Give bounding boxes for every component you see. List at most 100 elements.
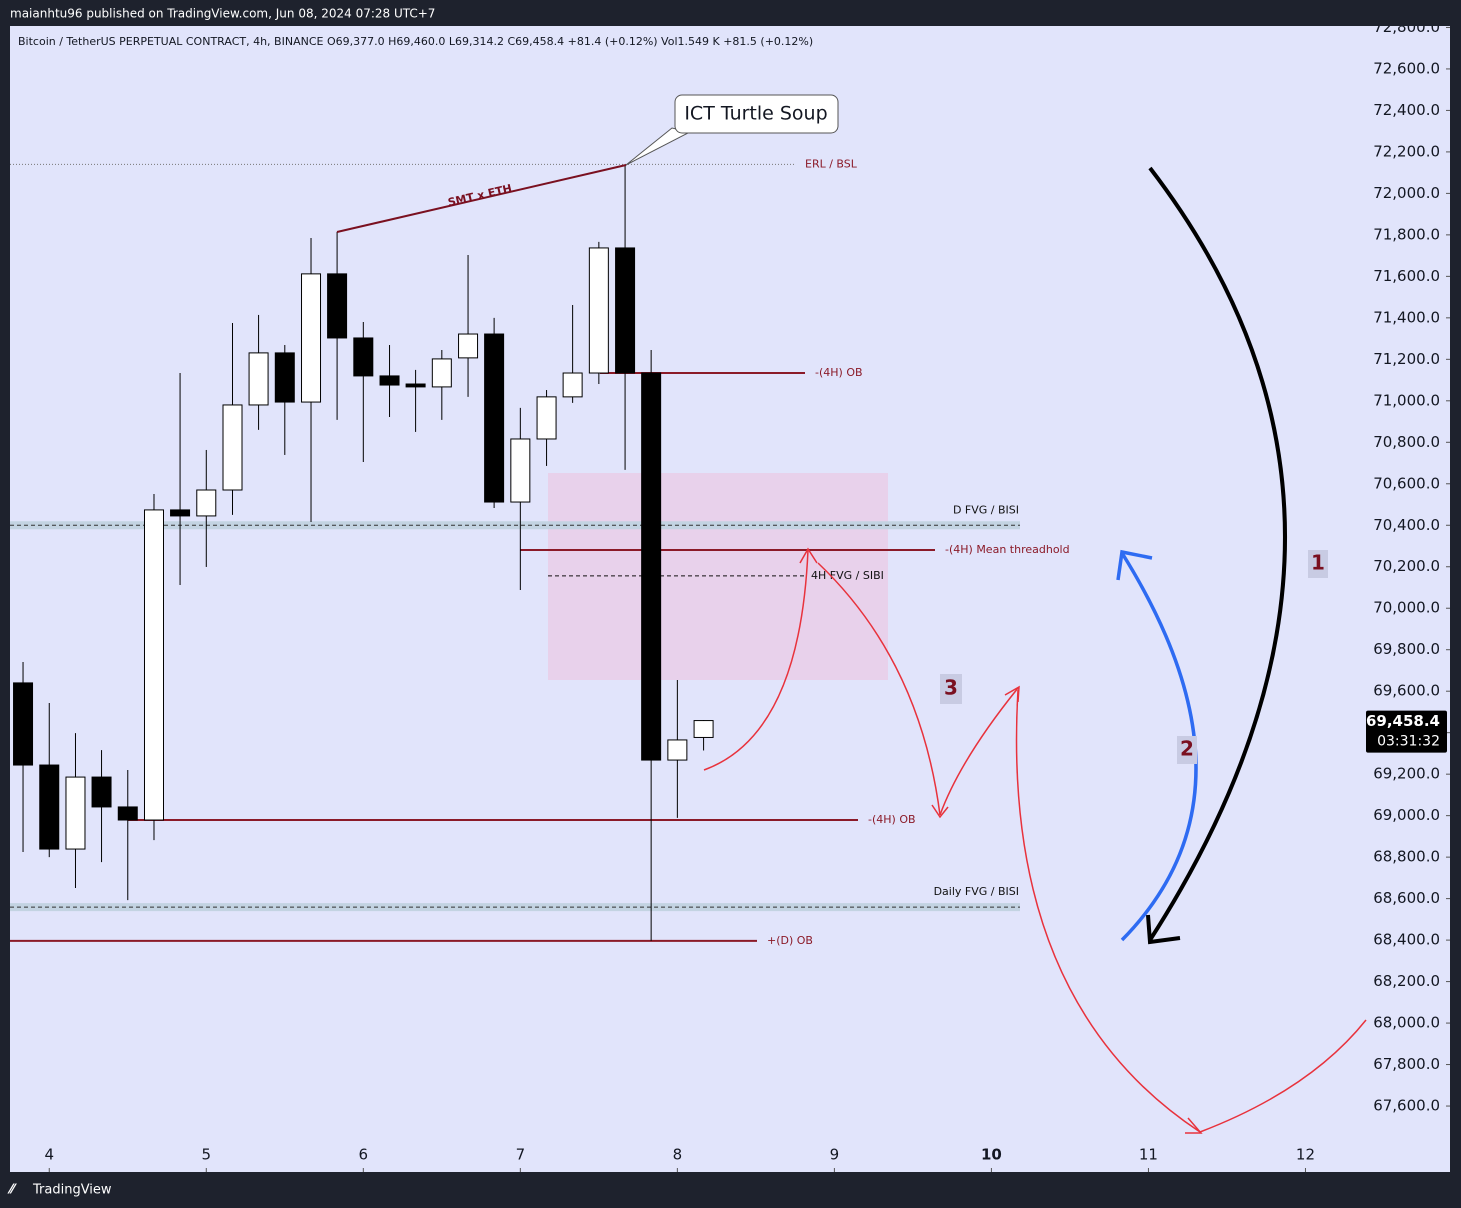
level-label: D FVG / BISI <box>953 503 1019 516</box>
bottom-bar <box>0 1172 1461 1208</box>
arrow-2-head <box>1116 549 1153 581</box>
callout-text: ICT Turtle Soup <box>684 103 827 125</box>
arrow-red <box>817 562 941 816</box>
candle-body <box>667 739 688 761</box>
published: maianhtu96 published on TradingView.com,… <box>10 7 435 21</box>
y-tick-label: 68,400.0 <box>1373 931 1440 949</box>
candle-body <box>405 383 426 388</box>
candle-body <box>274 352 295 403</box>
arrow-red <box>703 549 809 771</box>
y-tick-label: 68,800.0 <box>1373 848 1440 866</box>
y-tick-label: 72,600.0 <box>1373 59 1440 77</box>
y-tick-label: 72,400.0 <box>1373 101 1440 119</box>
candle-body <box>588 247 609 374</box>
smt-line <box>336 164 627 233</box>
candle-body <box>170 509 191 517</box>
y-tick-label: 68,000.0 <box>1373 1014 1440 1032</box>
y-tick-label: 69,000.0 <box>1373 806 1440 824</box>
arrow-red <box>1015 689 1201 1133</box>
x-tick-label: 7 <box>516 1146 526 1164</box>
y-tick-label: 70,800.0 <box>1373 433 1440 451</box>
y-tick-label: 67,600.0 <box>1373 1097 1440 1115</box>
step-box <box>1308 550 1328 578</box>
candle-body <box>379 375 400 386</box>
step-label: 2 <box>1180 737 1194 761</box>
top-bar <box>0 0 1461 26</box>
candle-body <box>536 396 557 440</box>
y-tick-label: 71,800.0 <box>1373 225 1440 243</box>
y-tick-label: 70,000.0 <box>1373 599 1440 617</box>
level-label: -(4H) Mean threadhold <box>945 543 1070 556</box>
level-label: Daily FVG / BISI <box>934 885 1019 898</box>
step-label: 1 <box>1311 551 1325 575</box>
level-label: ERL / BSL <box>805 157 858 170</box>
arrow-red <box>939 687 1019 816</box>
y-tick-label: 70,200.0 <box>1373 557 1440 575</box>
level-label: -(4H) OB <box>868 813 916 826</box>
level-label: 4H FVG / SIBI <box>811 569 884 582</box>
candle-body <box>248 352 269 406</box>
countdown: 03:31:32 <box>1377 734 1440 750</box>
y-tick-label: 69,200.0 <box>1373 765 1440 783</box>
last-price-box <box>1366 710 1447 753</box>
level-label: +(D) OB <box>767 934 813 947</box>
y-tick-label: 69,600.0 <box>1373 682 1440 700</box>
x-tick-label: 12 <box>1296 1146 1315 1164</box>
y-tick-label: 70,400.0 <box>1373 516 1440 534</box>
candle-body <box>39 764 60 850</box>
y-tick-label: 71,400.0 <box>1373 308 1440 326</box>
candle-body <box>641 372 662 761</box>
y-tick-label: 70,600.0 <box>1373 474 1440 492</box>
candle-body <box>196 489 217 517</box>
candle-body <box>484 333 505 503</box>
y-tick-label: 69,800.0 <box>1373 640 1440 658</box>
candle-body <box>353 337 374 377</box>
candle-body <box>615 247 636 374</box>
arrow-1 <box>1148 166 1287 942</box>
candle-body <box>91 776 112 808</box>
x-tick-label: 4 <box>44 1146 54 1164</box>
step-box <box>940 674 962 704</box>
y-tick-label: 71,000.0 <box>1373 391 1440 409</box>
y-tick-label: 71,600.0 <box>1373 267 1440 285</box>
arrow-1-head <box>1146 914 1181 945</box>
y-tick-label: 68,200.0 <box>1373 972 1440 990</box>
candle-body <box>65 776 86 850</box>
brand-logo: ⁄⁄ <box>7 1183 17 1198</box>
candle-body <box>327 273 348 339</box>
x-tick-label: 5 <box>202 1146 212 1164</box>
x-tick-label: 9 <box>830 1146 840 1164</box>
candle-body <box>222 404 243 491</box>
candle-body <box>301 273 322 403</box>
y-tick-label: 72,000.0 <box>1373 184 1440 202</box>
brand: TradingView <box>32 1183 112 1198</box>
step-box <box>1177 736 1197 764</box>
arrow-red-head <box>799 547 818 564</box>
candle-body <box>510 438 531 503</box>
last-price: 69,458.4 <box>1366 712 1440 730</box>
x-tick-label: 6 <box>359 1146 369 1164</box>
candle-body <box>431 358 452 388</box>
arrow-red-head <box>931 804 949 819</box>
candle-body <box>143 509 164 821</box>
y-tick-label: 72,200.0 <box>1373 142 1440 160</box>
y-tick-label: 68,600.0 <box>1373 889 1440 907</box>
candle-body <box>562 372 583 398</box>
arrow-red-head <box>1185 1117 1203 1134</box>
step-label: 3 <box>944 676 958 700</box>
x-tick-label: 11 <box>1139 1146 1158 1164</box>
arrow-red <box>1199 1019 1367 1133</box>
x-tick-label: 8 <box>673 1146 683 1164</box>
y-tick-label: 71,200.0 <box>1373 350 1440 368</box>
callout-box <box>674 94 839 134</box>
chart-title: Bitcoin / TetherUS PERPETUAL CONTRACT, 4… <box>18 35 813 48</box>
arrow-2 <box>1120 552 1198 942</box>
y-tick-label: 67,800.0 <box>1373 1055 1440 1073</box>
candle-body <box>117 806 138 821</box>
candle-body <box>13 682 34 766</box>
drawings <box>703 166 1367 1134</box>
x-tick-label: 10 <box>981 1146 1002 1164</box>
level-label: -(4H) OB <box>815 366 863 379</box>
